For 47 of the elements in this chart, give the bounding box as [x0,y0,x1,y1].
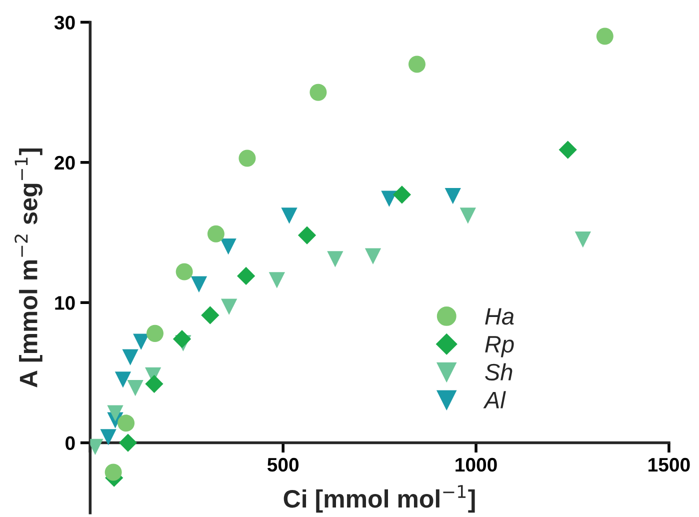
point [364,248,382,264]
point [238,150,256,167]
x-tick-label: 500 [267,458,299,472]
legend-label: Sh [485,363,512,381]
point [460,208,476,224]
point [327,251,344,268]
point [281,208,298,224]
point [190,276,208,292]
point [381,190,398,207]
point [122,349,138,366]
point [172,330,192,348]
point [268,272,285,288]
point [107,405,124,422]
point [176,263,193,280]
x-axis-title: Ci [mmol mol$^{−1}$] [284,485,475,513]
point [237,266,256,286]
y-tick-label: 30 [54,16,75,30]
point [100,429,116,446]
point [408,56,426,73]
y-axis-title: A [mmol m$^{−2}$ seg$^{−1}$] [14,148,42,388]
point [104,464,122,481]
point [133,334,150,350]
point [207,225,224,242]
y-tick-label: 20 [54,156,75,170]
y-tick-label: 0 [66,436,75,450]
point [574,231,591,248]
point [220,238,236,255]
point [114,372,132,388]
point [127,380,144,396]
point [146,324,164,342]
y-tick-label: 10 [55,296,75,310]
point [118,414,135,432]
point [596,28,614,45]
legend-label: Rp [485,336,514,358]
point [392,186,411,204]
legend-label: Ha [485,308,514,325]
point [444,188,461,204]
point [201,306,220,324]
point [310,84,327,101]
point [118,434,138,452]
x-tick-label: 1500 [648,458,690,472]
legend-label: Al [483,391,506,408]
point [145,374,164,393]
point [221,298,238,315]
point [298,226,316,244]
point [558,140,577,159]
x-tick-label: 1000 [456,458,497,472]
